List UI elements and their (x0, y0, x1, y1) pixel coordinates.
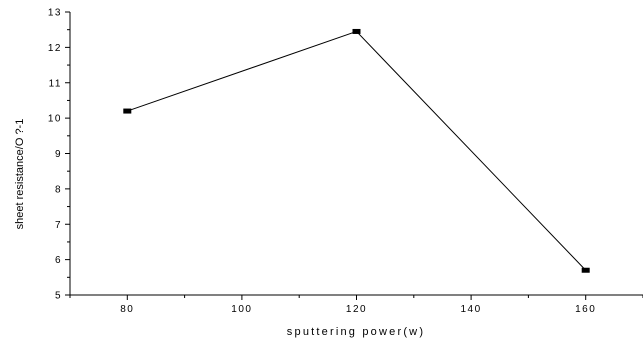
y-tick-label: 11 (49, 78, 62, 89)
series-line (127, 30, 587, 271)
y-tick-label: 6 (55, 255, 62, 266)
y-tick-label: 9 (55, 149, 62, 160)
x-tick-label: 140 (461, 304, 482, 315)
y-tick-label: 13 (48, 8, 62, 19)
y-tick-label: 5 (55, 291, 62, 302)
x-ticks: 80 100 120 140 160 (69, 295, 643, 315)
x-tick-label: 120 (346, 304, 367, 315)
x-tick-label: 160 (575, 304, 596, 315)
y-ticks: 5 6 7 8 9 10 11 12 13 (48, 8, 70, 302)
data-markers (123, 28, 590, 273)
x-axis-title: sputtering power(w) (287, 326, 425, 338)
x-tick-label: 100 (231, 304, 252, 315)
y-tick-label: 12 (48, 43, 62, 54)
data-point-marker (123, 108, 132, 114)
data-point-marker (581, 267, 590, 273)
y-tick-label: 7 (55, 220, 62, 231)
plot-axes (69, 12, 643, 296)
x-tick-label: 80 (120, 304, 134, 315)
y-tick-label: 10 (48, 114, 62, 125)
y-tick-label: 8 (55, 184, 62, 195)
data-point-marker (352, 28, 361, 34)
y-axis-title: sheet resistance/O ?-1 (14, 119, 26, 230)
